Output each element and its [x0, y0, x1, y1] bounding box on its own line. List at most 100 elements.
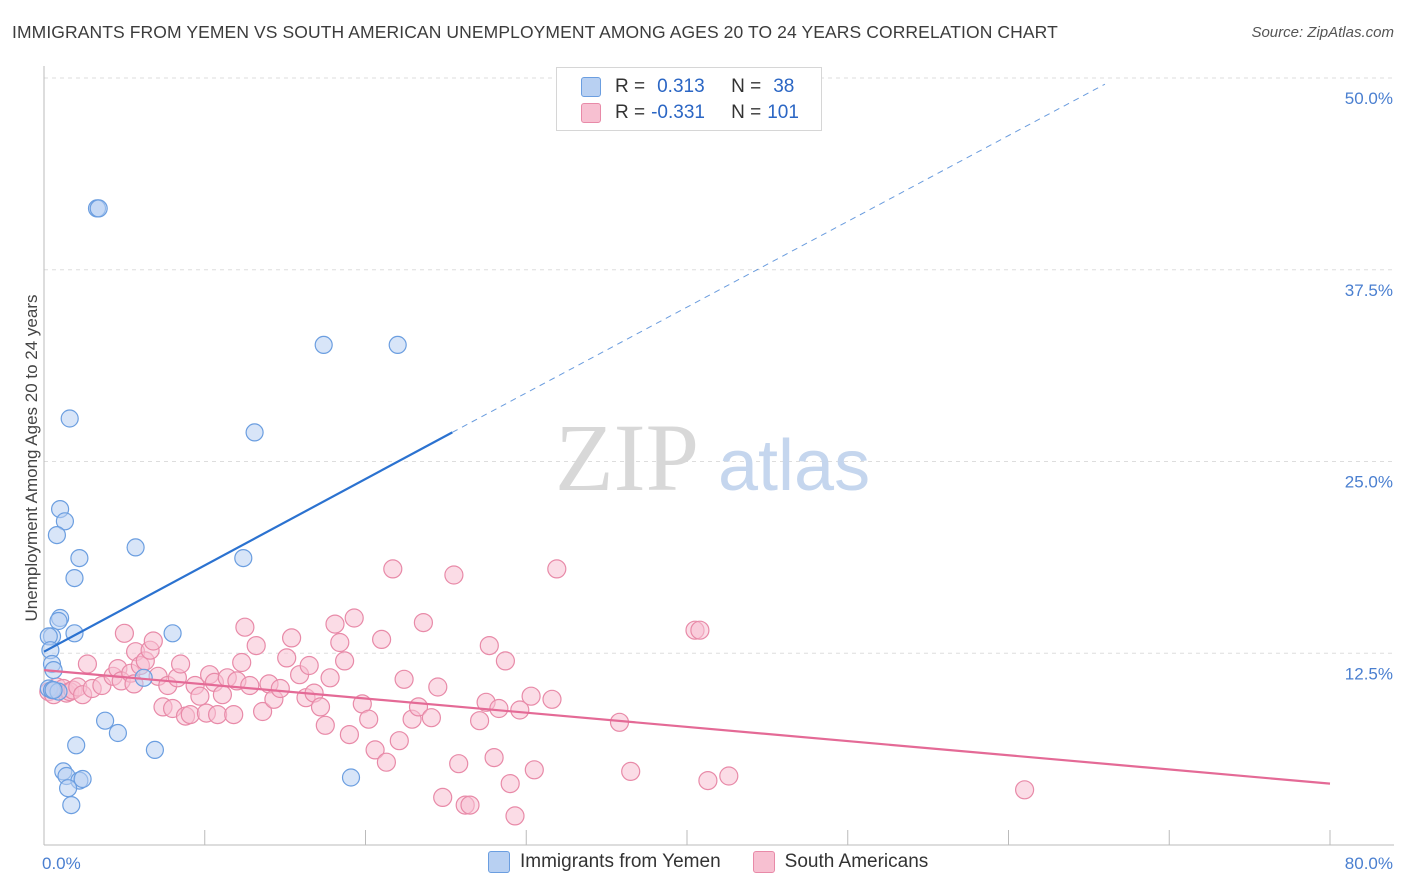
data-point	[299, 655, 319, 676]
legend-swatch-pink	[581, 103, 601, 123]
watermark-zip: ZIP	[555, 404, 699, 511]
legend-n-label: N =	[731, 76, 762, 97]
data-point	[547, 559, 567, 579]
data-point	[470, 711, 490, 731]
y-tick-label: 25.0%	[1345, 473, 1393, 492]
data-point	[65, 568, 84, 588]
legend-swatch-yemen	[488, 851, 510, 873]
data-point	[320, 668, 340, 688]
watermark-atlas: atlas	[718, 426, 870, 506]
data-point	[58, 779, 78, 798]
data-point	[49, 611, 68, 631]
data-point	[70, 548, 89, 568]
data-point	[126, 538, 145, 557]
series-south-americans	[39, 559, 1035, 826]
data-point	[505, 806, 525, 826]
data-point	[479, 635, 499, 656]
y-tick-label: 50.0%	[1345, 89, 1393, 108]
data-point	[335, 651, 355, 671]
data-point	[47, 525, 67, 545]
data-point	[524, 760, 544, 780]
trendline-yemen	[43, 431, 453, 653]
legend-n-label: N =	[731, 102, 762, 123]
data-point	[690, 620, 710, 640]
data-point	[208, 704, 228, 725]
data-point	[89, 199, 108, 218]
watermark: ZIP atlas	[555, 404, 870, 511]
trendlines	[43, 83, 1331, 785]
correlation-legend: R = 0.313 N = 38 R = -0.331 N = 101	[556, 67, 822, 131]
data-point	[394, 669, 414, 689]
data-point	[62, 795, 81, 815]
y-tick-label: 37.5%	[1345, 281, 1393, 300]
data-point	[433, 787, 453, 808]
source-label: Source: ZipAtlas.com	[1251, 24, 1394, 41]
data-point	[376, 752, 396, 772]
data-point	[449, 754, 469, 774]
data-point	[510, 700, 530, 720]
trendline-yemen-extension	[452, 83, 1106, 433]
data-point	[359, 709, 379, 729]
data-point	[344, 608, 364, 628]
legend-n-value-south-americans: 101	[767, 102, 799, 123]
x-tick-label: 80.0%	[1345, 854, 1393, 873]
legend-row-yemen: R = 0.313 N = 38	[581, 75, 794, 99]
data-point	[542, 689, 562, 709]
legend-r-label: R =	[615, 76, 646, 97]
data-point	[108, 723, 128, 743]
legend-label-yemen: Immigrants from Yemen	[520, 851, 721, 872]
data-point	[389, 731, 409, 751]
y-tick-label: 12.5%	[1345, 664, 1393, 683]
data-point	[325, 614, 345, 634]
data-point	[232, 652, 252, 673]
data-point	[145, 740, 164, 760]
data-point	[1014, 780, 1035, 800]
legend-n-value-yemen: 38	[773, 76, 795, 97]
data-point	[60, 409, 79, 428]
legend-row-south-americans: R = -0.331 N = 101	[581, 101, 799, 125]
data-point	[413, 612, 433, 633]
data-point	[67, 736, 86, 755]
data-point	[330, 632, 350, 653]
data-point	[372, 629, 392, 650]
data-point	[95, 711, 115, 730]
data-point	[163, 624, 182, 643]
data-point	[234, 548, 253, 568]
data-point	[621, 761, 641, 782]
data-point	[310, 697, 331, 717]
data-point	[421, 708, 441, 728]
data-point	[444, 565, 464, 585]
legend-swatch-south-americans	[752, 851, 775, 873]
data-point	[114, 623, 135, 643]
data-point	[190, 686, 210, 706]
data-point	[365, 740, 385, 760]
data-point	[270, 678, 290, 699]
y-axis-label: Unemployment Among Ages 20 to 24 years	[22, 295, 41, 622]
grid-lines	[44, 77, 1394, 654]
tick-labels: 12.5% 25.0% 37.5% 50.0% 0.0% 80.0%	[42, 89, 1393, 873]
data-point	[489, 698, 509, 719]
data-point	[235, 617, 255, 637]
data-point	[314, 335, 333, 354]
data-point	[212, 685, 232, 705]
data-point	[224, 704, 244, 725]
legend-r-value-yemen: 0.313	[657, 76, 705, 97]
data-point	[383, 559, 403, 579]
series-legend: Immigrants from Yemen South Americans	[488, 851, 928, 873]
data-point	[484, 747, 504, 768]
trendline-south-americans	[43, 669, 1331, 785]
data-point	[277, 648, 297, 668]
data-point	[253, 701, 273, 722]
chart-title: IMMIGRANTS FROM YEMEN VS SOUTH AMERICAN …	[12, 22, 1058, 42]
axes	[43, 66, 1394, 846]
data-point	[77, 654, 98, 674]
data-point	[55, 512, 75, 531]
data-point	[143, 631, 163, 651]
data-point	[245, 423, 264, 442]
data-point	[428, 677, 448, 697]
data-point	[282, 628, 302, 648]
data-point	[73, 769, 92, 789]
data-point	[500, 773, 520, 794]
legend-r-value-south-americans: -0.331	[651, 102, 705, 123]
